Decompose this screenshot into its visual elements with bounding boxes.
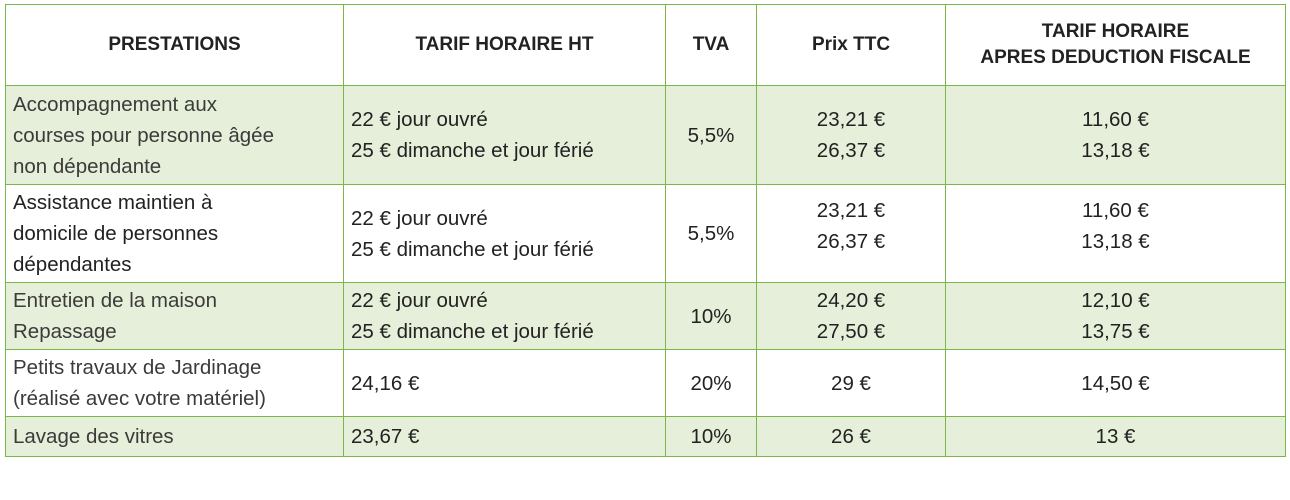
tarif-fiscal-line: 13 € [1095,425,1136,448]
tarif-ht-cell: 22 € jour ouvré 25 € dimanche et jour fé… [343,85,666,185]
tarif-ht-cell: 22 € jour ouvré 25 € dimanche et jour fé… [343,184,666,283]
prix-ttc-line: 23,21 € [816,108,886,131]
tarif-fiscal-line: 12,10 € [1081,289,1150,312]
prestation-cell: Assistance maintien à domicile de person… [5,184,344,283]
prestation-line: courses pour personne âgée [13,123,274,147]
prix-ttc-cell: 29 € [756,349,946,417]
header-prix-ttc: Prix TTC [756,4,946,86]
tarif-fiscal-cell: 14,50 € [945,349,1286,417]
tva-cell: 10% [665,282,757,350]
tarif-ht-cell: 24,16 € [343,349,666,417]
header-tarif-fiscal: TARIF HORAIRE APRES DEDUCTION FISCALE [945,4,1286,86]
prestation-line: Accompagnement aux [13,92,217,116]
prestation-line: dépendantes [13,253,132,276]
tarif-fiscal-line: 11,60 € [1082,108,1149,131]
prestation-cell: Accompagnement aux courses pour personne… [5,85,344,185]
tarif-ht-line: 25 € dimanche et jour férié [351,139,594,162]
prestation-line: Assistance maintien à [13,191,213,214]
tarif-ht-line: 22 € jour ouvré [351,108,488,131]
prix-ttc-line: 27,50 € [816,320,886,343]
tva-cell: 5,5% [665,85,757,185]
header-tarif-fiscal-line1: TARIF HORAIRE [1041,21,1190,42]
tarif-ht-cell: 22 € jour ouvré 25 € dimanche et jour fé… [343,282,666,350]
prestation-cell: Entretien de la maison Repassage [5,282,344,350]
table-row: Accompagnement aux courses pour personne… [5,85,1286,185]
prix-ttc-line: 23,21 € [816,199,886,222]
prestation-cell: Lavage des vitres [5,416,344,457]
tva-cell: 5,5% [665,184,757,283]
header-tarif-ht: TARIF HORAIRE HT [343,4,666,86]
tarif-fiscal-cell: 12,10 € 13,75 € [945,282,1286,350]
prestation-line: non dépendante [13,154,162,178]
table-row: Entretien de la maison Repassage 22 € jo… [5,282,1286,350]
table-row: Assistance maintien à domicile de person… [5,184,1286,283]
prix-ttc-line: 26 € [831,425,871,448]
tarif-ht-line: 22 € jour ouvré [351,289,488,312]
tarif-fiscal-cell: 11,60 € 13,18 € [945,85,1286,185]
tarif-fiscal-line: 13,18 € [1081,139,1150,162]
prix-ttc-line: 24,20 € [816,289,886,312]
prix-ttc-cell: 24,20 € 27,50 € [756,282,946,350]
prestation-line: Petits travaux de Jardinage [13,356,262,379]
prix-ttc-cell: 26 € [756,416,946,457]
prestation-line: Entretien de la maison [13,289,217,312]
table-row: Petits travaux de Jardinage (réalisé ave… [5,349,1286,417]
prix-ttc-line: 29 € [831,371,871,395]
prestation-cell: Petits travaux de Jardinage (réalisé ave… [5,349,344,417]
tarif-fiscal-line: 14,50 € [1081,371,1150,395]
tarif-fiscal-cell: 11,60 € 13,18 € [945,184,1286,283]
tarif-fiscal-line: 13,75 € [1081,320,1150,343]
prestation-line: Lavage des vitres [13,425,174,448]
tarif-fiscal-line: 13,18 € [1081,230,1150,253]
tarif-ht-line: 25 € dimanche et jour férié [351,320,594,343]
tarif-ht-line: 22 € jour ouvré [351,206,488,230]
prix-ttc-cell: 23,21 € 26,37 € [756,85,946,185]
tva-cell: 10% [665,416,757,457]
tarif-ht-cell: 23,67 € [343,416,666,457]
prix-ttc-line: 26,37 € [816,139,886,162]
header-row: PRESTATIONS TARIF HORAIRE HT TVA Prix TT… [5,4,1286,86]
prix-ttc-cell: 23,21 € 26,37 € [756,184,946,283]
header-tarif-fiscal-line2: APRES DEDUCTION FISCALE [980,47,1251,68]
pricing-table-container: PRESTATIONS TARIF HORAIRE HT TVA Prix TT… [5,4,1286,457]
tarif-ht-line: 25 € dimanche et jour férié [351,237,594,261]
prestation-line: domicile de personnes [13,222,219,245]
tarif-ht-line: 23,67 € [351,425,420,448]
tva-cell: 20% [665,349,757,417]
tarif-ht-line: 24,16 € [351,371,420,395]
prix-ttc-line: 26,37 € [816,230,886,253]
prestation-line: (réalisé avec votre matériel) [13,387,266,410]
table-row: Lavage des vitres 23,67 € 10% 26 € 13 € [5,416,1286,457]
header-prestations: PRESTATIONS [5,4,344,86]
pricing-table: PRESTATIONS TARIF HORAIRE HT TVA Prix TT… [5,4,1286,457]
prestation-line: Repassage [13,320,117,343]
tarif-fiscal-cell: 13 € [945,416,1286,457]
tarif-fiscal-line: 11,60 € [1082,199,1149,222]
header-tva: TVA [665,4,757,86]
